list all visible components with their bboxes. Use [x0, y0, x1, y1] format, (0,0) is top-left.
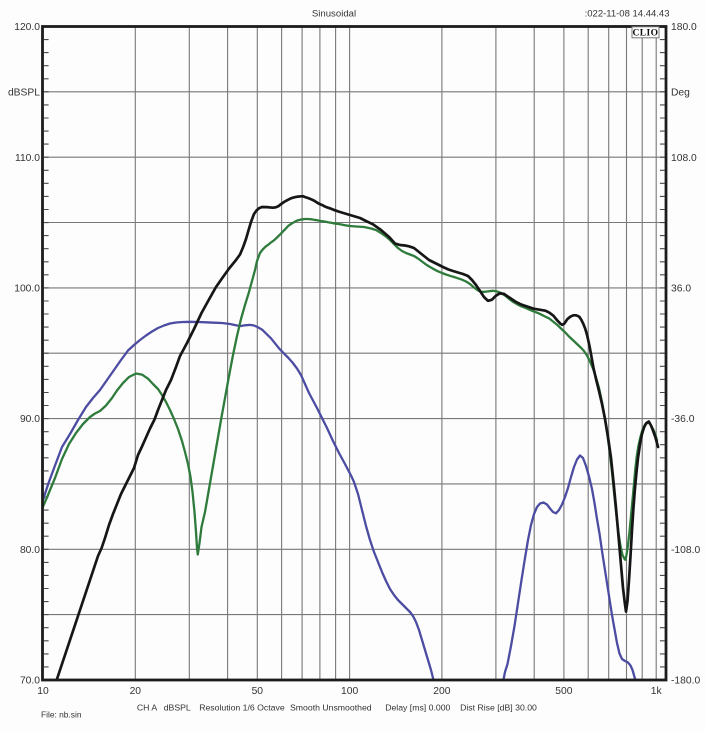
svg-text:200: 200	[433, 686, 450, 697]
svg-text:Resolution 1/6 Octave: Resolution 1/6 Octave	[199, 703, 285, 713]
svg-text:1k: 1k	[651, 686, 663, 697]
svg-text:108.0: 108.0	[671, 153, 697, 164]
svg-text:90.0: 90.0	[20, 414, 40, 425]
svg-text:Delay [ms] 0.000: Delay [ms] 0.000	[385, 703, 450, 713]
svg-text:100: 100	[341, 686, 358, 697]
svg-text:110.0: 110.0	[15, 153, 40, 164]
svg-text:70.0: 70.0	[20, 676, 40, 687]
svg-text:180.0: 180.0	[671, 22, 697, 33]
svg-text:20: 20	[130, 686, 142, 697]
svg-text:Deg: Deg	[671, 87, 690, 98]
svg-text:120.0: 120.0	[14, 22, 40, 33]
svg-text:-180.0: -180.0	[671, 676, 700, 687]
svg-text:100.0: 100.0	[14, 284, 40, 295]
svg-text:CLIO: CLIO	[633, 29, 659, 39]
svg-text:36.0: 36.0	[671, 284, 691, 295]
svg-text:File: nb.sin: File: nb.sin	[41, 710, 82, 720]
svg-text:dBSPL: dBSPL	[164, 703, 191, 713]
svg-text:-36.0: -36.0	[671, 414, 695, 425]
svg-text:dBSPL: dBSPL	[8, 87, 40, 98]
svg-text:Smooth Unsmoothed: Smooth Unsmoothed	[290, 703, 372, 713]
svg-text:50: 50	[252, 686, 264, 697]
svg-text:Sinusoidal: Sinusoidal	[312, 9, 356, 20]
svg-text:10: 10	[37, 686, 49, 697]
svg-text::022-11-08 14.44.43: :022-11-08 14.44.43	[585, 9, 670, 20]
svg-text:CH A: CH A	[137, 703, 157, 713]
svg-text:-108.0: -108.0	[671, 545, 700, 556]
svg-text:80.0: 80.0	[20, 545, 40, 556]
svg-text:500: 500	[555, 686, 572, 697]
svg-text:Dist Rise [dB] 30.00: Dist Rise [dB] 30.00	[460, 703, 537, 713]
